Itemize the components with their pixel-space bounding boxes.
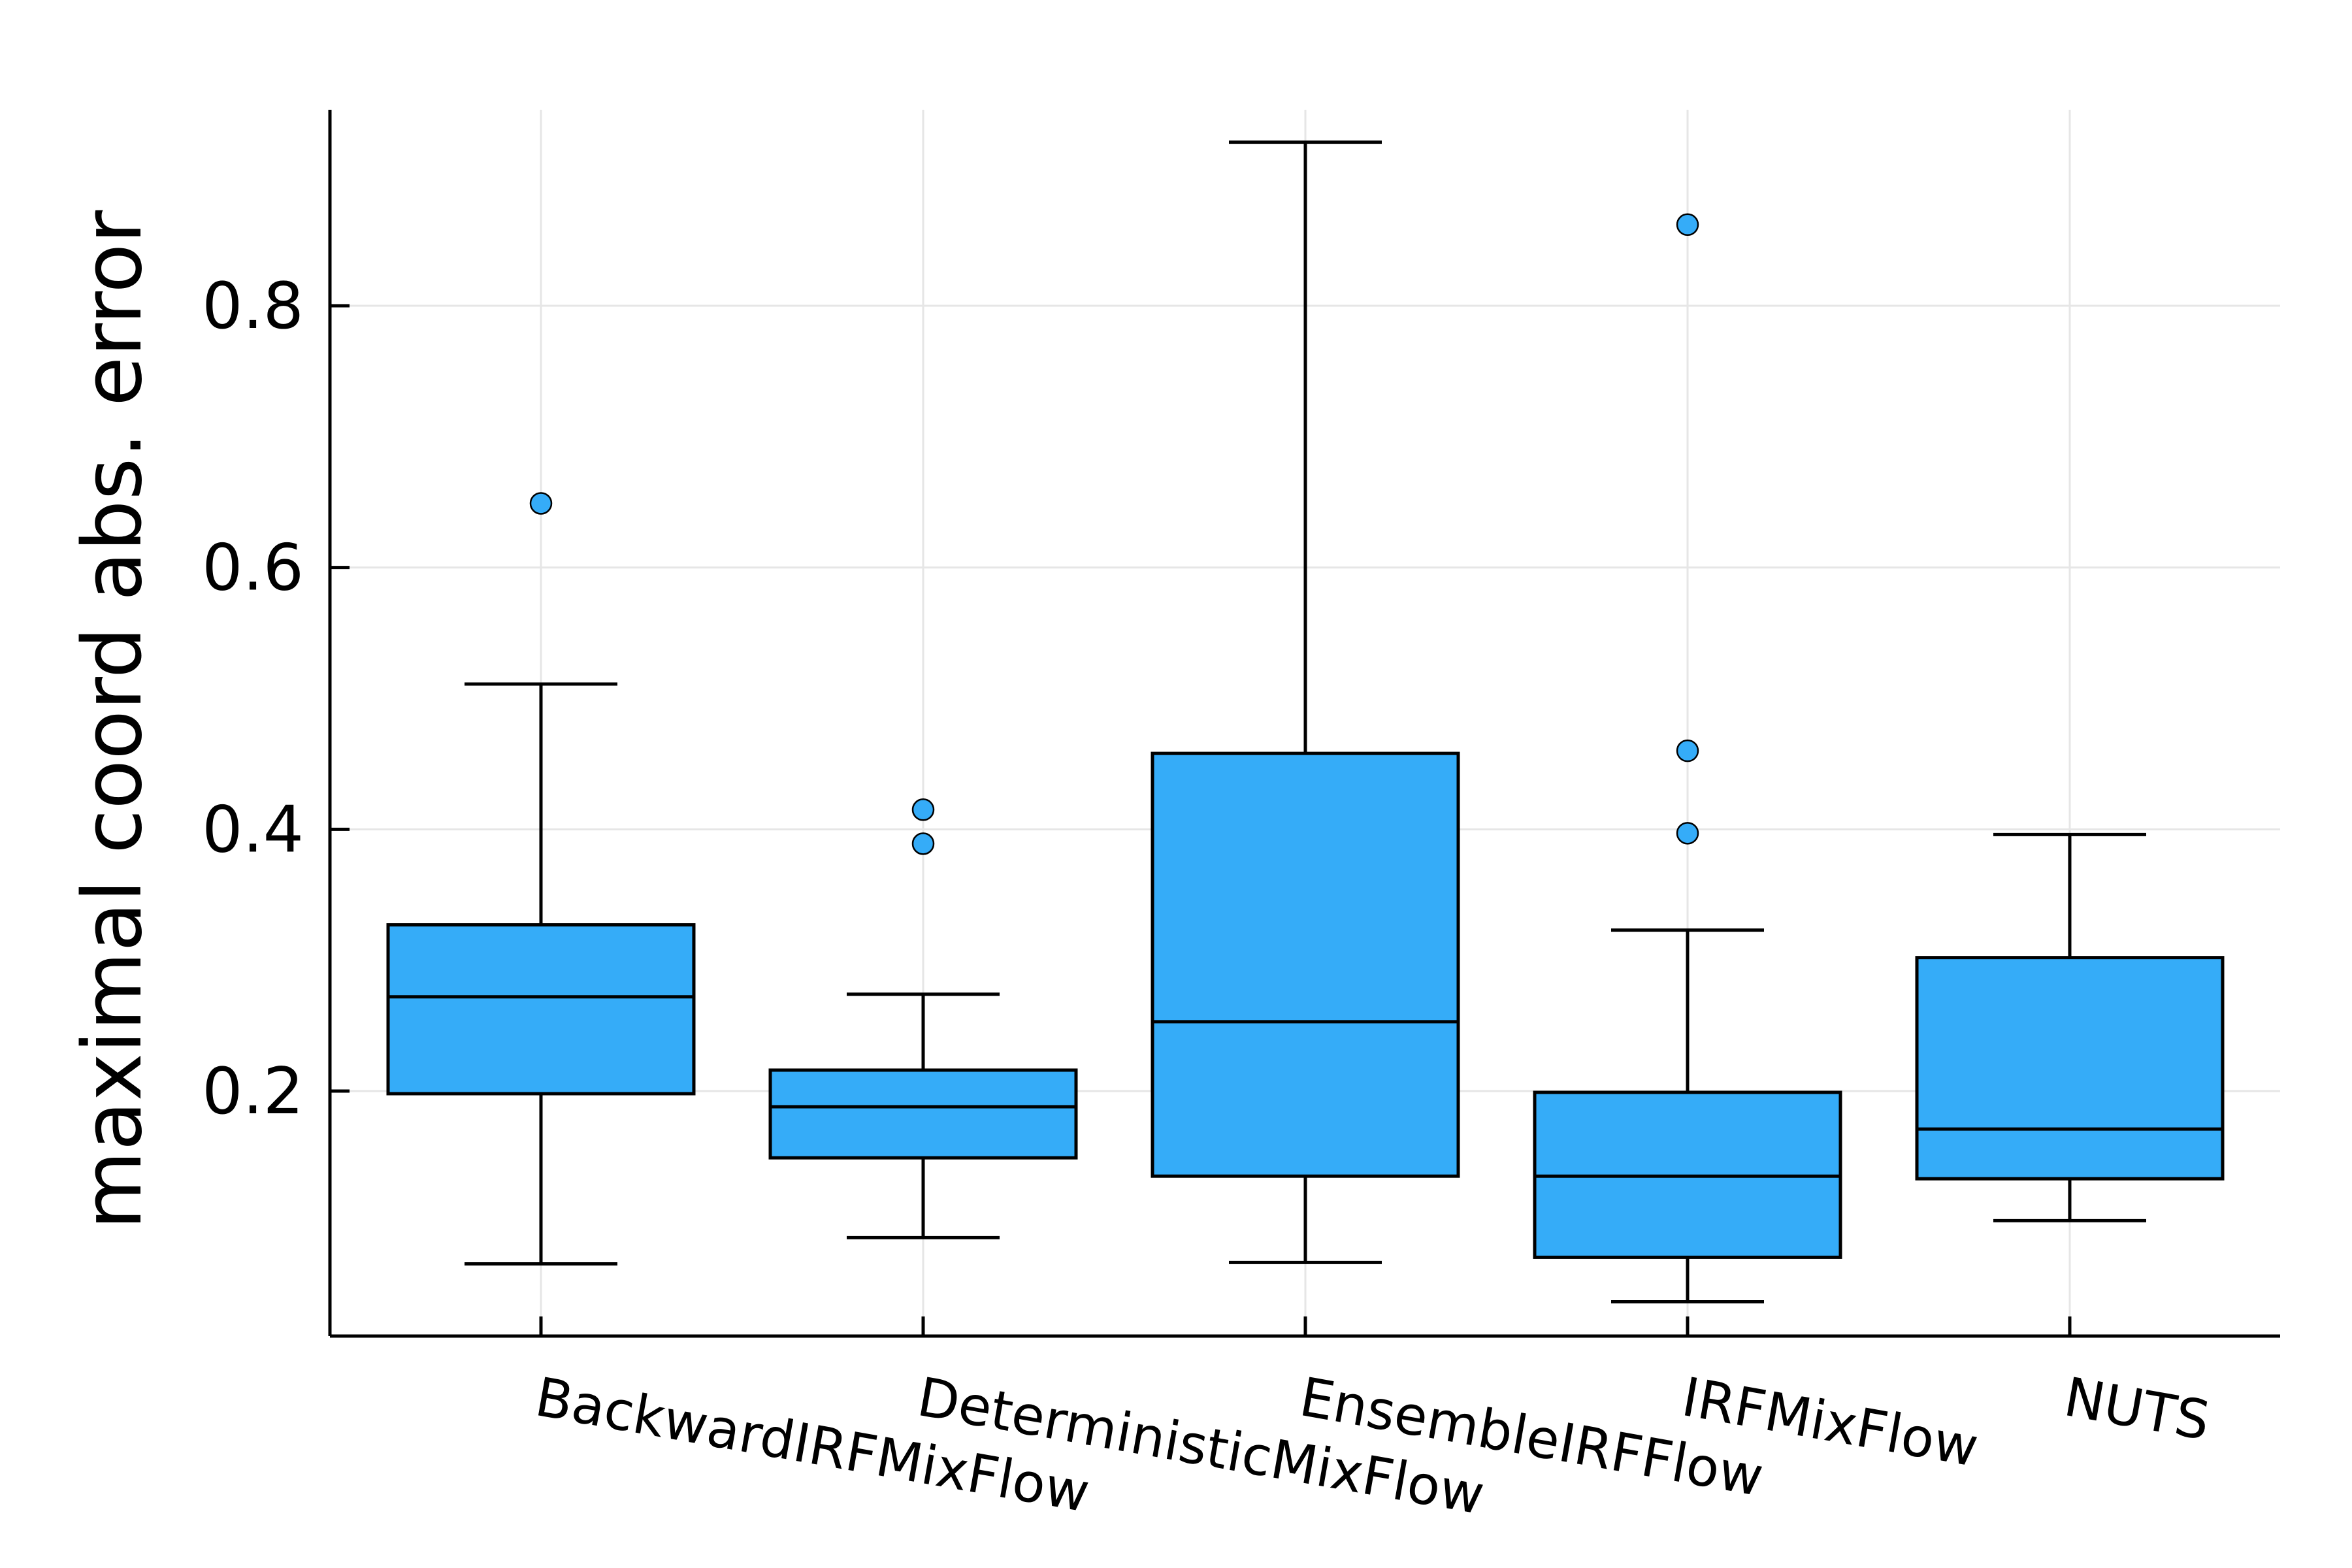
iqr-box xyxy=(386,923,696,1096)
iqr-box xyxy=(1151,751,1460,1178)
y-tick-label: 0.6 xyxy=(202,531,304,606)
box-series xyxy=(386,140,2225,1304)
box-3 xyxy=(1533,213,1842,1304)
y-tick-label: 0.8 xyxy=(202,269,304,344)
outlier-point xyxy=(911,832,935,855)
x-tick-label: NUTS xyxy=(2060,1366,2215,1452)
iqr-box xyxy=(768,1068,1078,1160)
box-2 xyxy=(1151,140,1460,1264)
outlier-point xyxy=(1676,739,1699,762)
y-tick-label: 0.4 xyxy=(202,792,304,867)
outlier-point xyxy=(911,798,935,821)
outlier-point xyxy=(1676,822,1699,845)
y-tick-label: 0.2 xyxy=(202,1054,304,1129)
y-axis-label: maximal coord abs. error xyxy=(66,210,160,1230)
iqr-box xyxy=(1915,956,2225,1181)
box-4 xyxy=(1915,832,2225,1222)
outlier-point xyxy=(1676,213,1699,237)
outlier-point xyxy=(529,492,553,515)
box-1 xyxy=(768,798,1078,1239)
box-0 xyxy=(386,492,696,1266)
